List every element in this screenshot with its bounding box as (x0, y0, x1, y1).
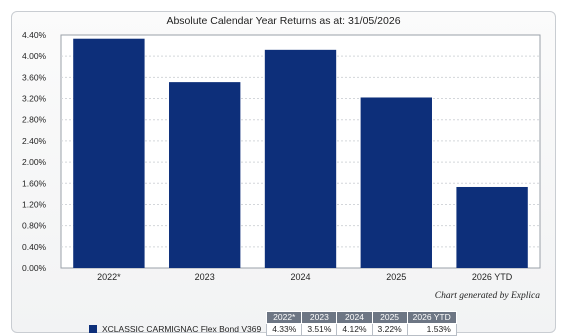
y-tick-label: 4.00% (22, 51, 47, 61)
y-tick-label: 0.40% (22, 242, 47, 252)
data-table: 2022* 2023 2024 2025 2026 YTD XCLASSIC CARMI… (85, 311, 457, 336)
table-header-cell: 2025 (371, 311, 408, 324)
table-value-cell: 4.33% (266, 323, 303, 336)
table-header-cell: 2026 YTD (406, 311, 457, 324)
y-tick-label: 4.40% (22, 30, 47, 40)
x-tick-label: 2023 (195, 272, 215, 282)
x-tick-label: 2024 (290, 272, 310, 282)
x-axis: 2022* 2023 2024 2025 2026 YTD (97, 272, 513, 282)
bar-2023 (169, 82, 241, 268)
bar-2024 (264, 49, 337, 269)
table-value-cell: 3.22% (371, 323, 408, 336)
bar-chart: 0.00% 0.40% 0.80% 1.20% 1.60% 2.00% 2.40% 2.80%… (22, 30, 541, 282)
x-tick-label: 2022* (97, 272, 121, 282)
table-header-blank (85, 312, 267, 324)
legend-swatch (89, 325, 97, 333)
y-tick-label: 0.00% (22, 263, 47, 273)
table-header-cell: 2023 (301, 311, 338, 324)
chart-credit: Chart generated by Explica (434, 291, 540, 301)
series-label-cell: XCLASSIC CARMIGNAC Flex Bond V369 (85, 324, 267, 336)
x-tick-label: 2025 (386, 272, 406, 282)
y-tick-label: 2.00% (22, 157, 47, 167)
y-tick-label: 3.20% (22, 94, 47, 104)
y-tick-label: 2.80% (22, 115, 47, 125)
bar-2026ytd (456, 186, 528, 268)
x-tick-label: 2026 YTD (472, 272, 513, 282)
chart-title: Absolute Calendar Year Returns as at: 31… (166, 15, 401, 27)
y-tick-label: 3.60% (22, 72, 47, 82)
bar-2022 (73, 38, 145, 268)
y-axis: 0.00% 0.40% 0.80% 1.20% 1.60% 2.00% 2.40% 2.80%… (22, 30, 47, 273)
table-header-cell: 2024 (336, 311, 373, 324)
table-header-cell: 2022* (266, 311, 303, 324)
y-tick-label: 1.60% (22, 178, 47, 188)
table-value-cell: 1.53% (406, 323, 457, 336)
y-tick-label: 1.20% (22, 199, 47, 209)
series-name: XCLASSIC CARMIGNAC Flex Bond V369 (102, 324, 262, 334)
y-tick-label: 0.80% (22, 221, 47, 231)
table-row: XCLASSIC CARMIGNAC Flex Bond V369 4.33% 3… (85, 323, 457, 336)
bars (73, 38, 528, 269)
table-header-row: 2022* 2023 2024 2025 2026 YTD (85, 311, 457, 324)
table-value-cell: 4.12% (336, 323, 373, 336)
table-value-cell: 3.51% (301, 323, 338, 336)
y-tick-label: 2.40% (22, 136, 47, 146)
bar-2025 (360, 97, 432, 269)
